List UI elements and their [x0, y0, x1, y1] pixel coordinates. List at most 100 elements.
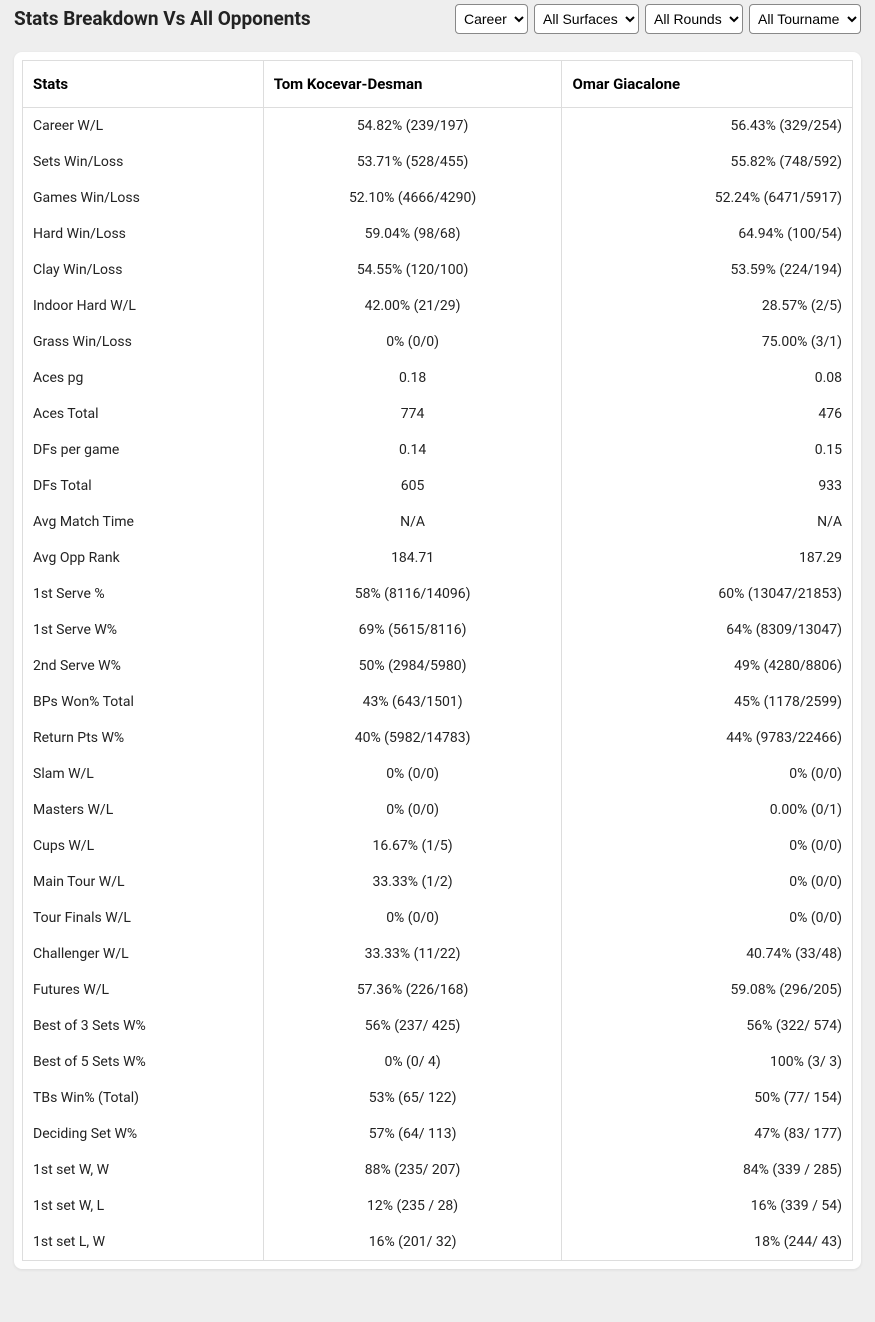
player2-value: 52.24% (6471/5917) [562, 180, 853, 216]
player1-value: 69% (5615/8116) [263, 612, 562, 648]
header-row: Stats Breakdown Vs All Opponents Career … [0, 4, 875, 52]
player1-value: 0% (0/0) [263, 792, 562, 828]
table-row: Tour Finals W/L0% (0/0)0% (0/0) [23, 900, 853, 936]
player2-value: 64.94% (100/54) [562, 216, 853, 252]
table-row: Deciding Set W%57% (64/ 113)47% (83/ 177… [23, 1116, 853, 1152]
table-row: 1st set W, L12% (235 / 28)16% (339 / 54) [23, 1188, 853, 1224]
player2-value: 0.15 [562, 432, 853, 468]
player1-value: N/A [263, 504, 562, 540]
stat-label: Avg Opp Rank [23, 540, 264, 576]
stat-label: 1st Serve W% [23, 612, 264, 648]
player1-value: 0% (0/0) [263, 900, 562, 936]
table-row: 1st Serve W%69% (5615/8116)64% (8309/130… [23, 612, 853, 648]
player1-value: 12% (235 / 28) [263, 1188, 562, 1224]
stat-label: Aces Total [23, 396, 264, 432]
player2-value: 100% (3/ 3) [562, 1044, 853, 1080]
stat-label: 1st set L, W [23, 1224, 264, 1261]
stat-label: Return Pts W% [23, 720, 264, 756]
stat-label: Clay Win/Loss [23, 252, 264, 288]
player1-value: 57.36% (226/168) [263, 972, 562, 1008]
player2-value: 56.43% (329/254) [562, 108, 853, 145]
player2-value: 53.59% (224/194) [562, 252, 853, 288]
filters: Career All Surfaces All Rounds All Tourn… [455, 4, 861, 34]
player2-value: 75.00% (3/1) [562, 324, 853, 360]
player1-value: 53.71% (528/455) [263, 144, 562, 180]
table-row: Best of 3 Sets W%56% (237/ 425)56% (322/… [23, 1008, 853, 1044]
stat-label: Best of 5 Sets W% [23, 1044, 264, 1080]
stat-label: BPs Won% Total [23, 684, 264, 720]
stat-label: TBs Win% (Total) [23, 1080, 264, 1116]
player1-value: 774 [263, 396, 562, 432]
stat-label: 1st set W, W [23, 1152, 264, 1188]
table-row: Best of 5 Sets W%0% (0/ 4)100% (3/ 3) [23, 1044, 853, 1080]
table-row: Aces Total774476 [23, 396, 853, 432]
player1-value: 88% (235/ 207) [263, 1152, 562, 1188]
player2-value: 49% (4280/8806) [562, 648, 853, 684]
table-row: Cups W/L16.67% (1/5)0% (0/0) [23, 828, 853, 864]
table-row: DFs per game0.140.15 [23, 432, 853, 468]
player1-value: 59.04% (98/68) [263, 216, 562, 252]
player2-value: 18% (244/ 43) [562, 1224, 853, 1261]
table-row: Sets Win/Loss53.71% (528/455)55.82% (748… [23, 144, 853, 180]
player2-value: 933 [562, 468, 853, 504]
stat-label: Slam W/L [23, 756, 264, 792]
player1-value: 50% (2984/5980) [263, 648, 562, 684]
player2-value: 40.74% (33/48) [562, 936, 853, 972]
table-row: 1st set L, W16% (201/ 32)18% (244/ 43) [23, 1224, 853, 1261]
player1-value: 58% (8116/14096) [263, 576, 562, 612]
player1-value: 605 [263, 468, 562, 504]
table-row: BPs Won% Total43% (643/1501)45% (1178/25… [23, 684, 853, 720]
table-row: DFs Total605933 [23, 468, 853, 504]
page-title: Stats Breakdown Vs All Opponents [14, 7, 311, 32]
table-row: Main Tour W/L33.33% (1/2)0% (0/0) [23, 864, 853, 900]
table-row: Futures W/L57.36% (226/168)59.08% (296/2… [23, 972, 853, 1008]
stats-table: Stats Tom Kocevar-Desman Omar Giacalone … [22, 60, 853, 1261]
filter-round[interactable]: All Rounds [645, 4, 743, 34]
player1-value: 33.33% (11/22) [263, 936, 562, 972]
filter-tournament[interactable]: All Tournaments [749, 4, 861, 34]
player1-value: 0.18 [263, 360, 562, 396]
table-row: Games Win/Loss52.10% (4666/4290)52.24% (… [23, 180, 853, 216]
table-row: Masters W/L0% (0/0)0.00% (0/1) [23, 792, 853, 828]
player1-value: 54.55% (120/100) [263, 252, 562, 288]
stat-label: Futures W/L [23, 972, 264, 1008]
player2-value: 0% (0/0) [562, 864, 853, 900]
player2-value: 476 [562, 396, 853, 432]
player1-value: 54.82% (239/197) [263, 108, 562, 145]
stat-label: Main Tour W/L [23, 864, 264, 900]
stat-label: Aces pg [23, 360, 264, 396]
table-row: Grass Win/Loss0% (0/0)75.00% (3/1) [23, 324, 853, 360]
filter-surface[interactable]: All Surfaces [534, 4, 639, 34]
player2-value: 44% (9783/22466) [562, 720, 853, 756]
stat-label: Challenger W/L [23, 936, 264, 972]
player2-value: 59.08% (296/205) [562, 972, 853, 1008]
table-row: Slam W/L0% (0/0)0% (0/0) [23, 756, 853, 792]
player1-value: 184.71 [263, 540, 562, 576]
stat-label: Games Win/Loss [23, 180, 264, 216]
stat-label: DFs per game [23, 432, 264, 468]
table-row: Challenger W/L33.33% (11/22)40.74% (33/4… [23, 936, 853, 972]
stat-label: Best of 3 Sets W% [23, 1008, 264, 1044]
stat-label: Hard Win/Loss [23, 216, 264, 252]
player1-value: 56% (237/ 425) [263, 1008, 562, 1044]
player2-value: 0.00% (0/1) [562, 792, 853, 828]
col-header-player2: Omar Giacalone [562, 61, 853, 108]
player1-value: 0.14 [263, 432, 562, 468]
player2-value: 60% (13047/21853) [562, 576, 853, 612]
stat-label: Tour Finals W/L [23, 900, 264, 936]
stat-label: DFs Total [23, 468, 264, 504]
stat-label: Indoor Hard W/L [23, 288, 264, 324]
stat-label: Avg Match Time [23, 504, 264, 540]
player2-value: 0% (0/0) [562, 828, 853, 864]
stat-label: 2nd Serve W% [23, 648, 264, 684]
player1-value: 40% (5982/14783) [263, 720, 562, 756]
filter-period[interactable]: Career [455, 4, 528, 34]
player2-value: 55.82% (748/592) [562, 144, 853, 180]
table-row: 1st Serve %58% (8116/14096)60% (13047/21… [23, 576, 853, 612]
table-header-row: Stats Tom Kocevar-Desman Omar Giacalone [23, 61, 853, 108]
stat-label: Grass Win/Loss [23, 324, 264, 360]
player2-value: N/A [562, 504, 853, 540]
player2-value: 47% (83/ 177) [562, 1116, 853, 1152]
col-header-stats: Stats [23, 61, 264, 108]
player1-value: 16% (201/ 32) [263, 1224, 562, 1261]
